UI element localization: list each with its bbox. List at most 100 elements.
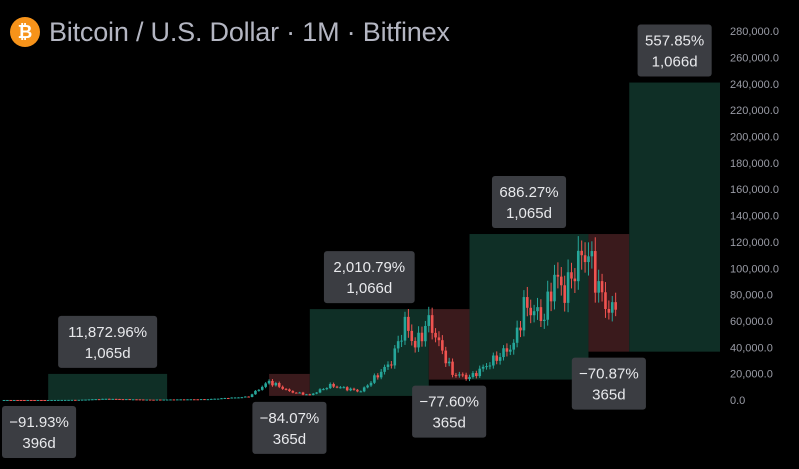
candle [559, 267, 563, 296]
cycle-pct-label: −91.93% [9, 414, 69, 431]
candle [182, 399, 186, 401]
candle-body [315, 392, 318, 394]
candle-body [559, 276, 563, 286]
candle [91, 399, 94, 401]
candle-body [325, 388, 329, 390]
candle [522, 290, 526, 337]
candle [213, 398, 216, 400]
y-tick-label: 140,000.0 [730, 211, 779, 223]
candle [379, 369, 383, 380]
candle [454, 372, 458, 378]
cycle-label-down: −91.93% 396d [2, 405, 77, 458]
candle [485, 363, 488, 370]
candle [240, 396, 244, 399]
candle [345, 386, 349, 392]
candle-body [257, 389, 261, 391]
candle [152, 399, 155, 401]
candle [128, 399, 132, 401]
candle [50, 399, 53, 401]
candle [505, 343, 509, 357]
candle-body [515, 327, 519, 343]
candle-body [182, 399, 186, 401]
candle-body [373, 375, 376, 383]
candle-body [502, 348, 505, 358]
candle [145, 399, 149, 401]
candle-body [417, 332, 420, 348]
candle [60, 399, 64, 401]
candle-body [475, 373, 478, 377]
candle-body [366, 385, 369, 388]
candle [254, 390, 257, 395]
candle [614, 292, 617, 317]
candle-body [60, 399, 64, 401]
candle-body [50, 399, 53, 401]
y-tick-label: 200,000.0 [730, 132, 779, 144]
candle-body [604, 292, 607, 310]
candle [563, 275, 566, 312]
candle [179, 399, 183, 401]
candle [529, 299, 533, 324]
candle-body [590, 251, 594, 257]
bitcoin-icon: ₿ [10, 17, 40, 47]
candle [101, 398, 104, 400]
y-tick-label: 160,000.0 [730, 184, 779, 196]
candle-body [57, 399, 60, 401]
candle-body [281, 386, 284, 389]
candle-body [118, 398, 121, 400]
candle [556, 262, 560, 289]
candle-body [12, 399, 16, 401]
candle-body [206, 399, 210, 401]
cycle-days-label: 1,066d [346, 280, 392, 297]
candle [420, 326, 424, 347]
candle-body [77, 399, 81, 401]
candle-body [87, 399, 91, 401]
candle [352, 387, 356, 391]
cycle-pct-label: 686.27% [499, 184, 558, 201]
candle [366, 384, 369, 389]
candle-body [461, 374, 465, 376]
cycle-days-label: 396d [22, 435, 55, 452]
candle-body [390, 364, 393, 366]
candle-body [542, 319, 546, 322]
candle [237, 397, 240, 399]
candle-body [172, 399, 176, 401]
candle [583, 242, 587, 273]
cycle-label-up: 11,872.96% 1,065d [58, 315, 158, 368]
cycle-label-box [412, 385, 487, 438]
candle [46, 399, 50, 401]
candle [447, 357, 451, 367]
candle-body [243, 396, 247, 398]
candle-body [23, 399, 26, 401]
candle-body [125, 399, 128, 401]
candle-body [6, 399, 9, 401]
y-tick-label: 280,000.0 [730, 26, 779, 38]
cycle-label-up: 557.85% 1,066d [637, 24, 712, 77]
candle [549, 282, 553, 312]
candle-body [420, 332, 424, 342]
candle [498, 352, 502, 365]
candle-body [447, 361, 451, 364]
candle-body [155, 399, 159, 401]
candle-body [29, 399, 33, 401]
candle-body [369, 382, 373, 386]
candle-body [114, 398, 118, 400]
cycle-days-label: 1,065d [85, 345, 131, 362]
candle [566, 259, 570, 313]
candle [576, 236, 580, 290]
y-tick-label: 40,000.0 [730, 342, 773, 354]
candle-body [403, 316, 407, 341]
candle-body [335, 386, 339, 388]
candle [512, 339, 516, 355]
candle-body [444, 350, 448, 364]
candle [80, 399, 84, 401]
candle [233, 397, 237, 399]
candle-body [468, 376, 471, 380]
candle-body [301, 392, 305, 395]
candle [243, 396, 247, 398]
candle-body [349, 388, 352, 391]
candle [121, 399, 125, 401]
y-tick-label: 100,000.0 [730, 263, 779, 275]
candle [373, 373, 376, 385]
candle [386, 361, 390, 370]
